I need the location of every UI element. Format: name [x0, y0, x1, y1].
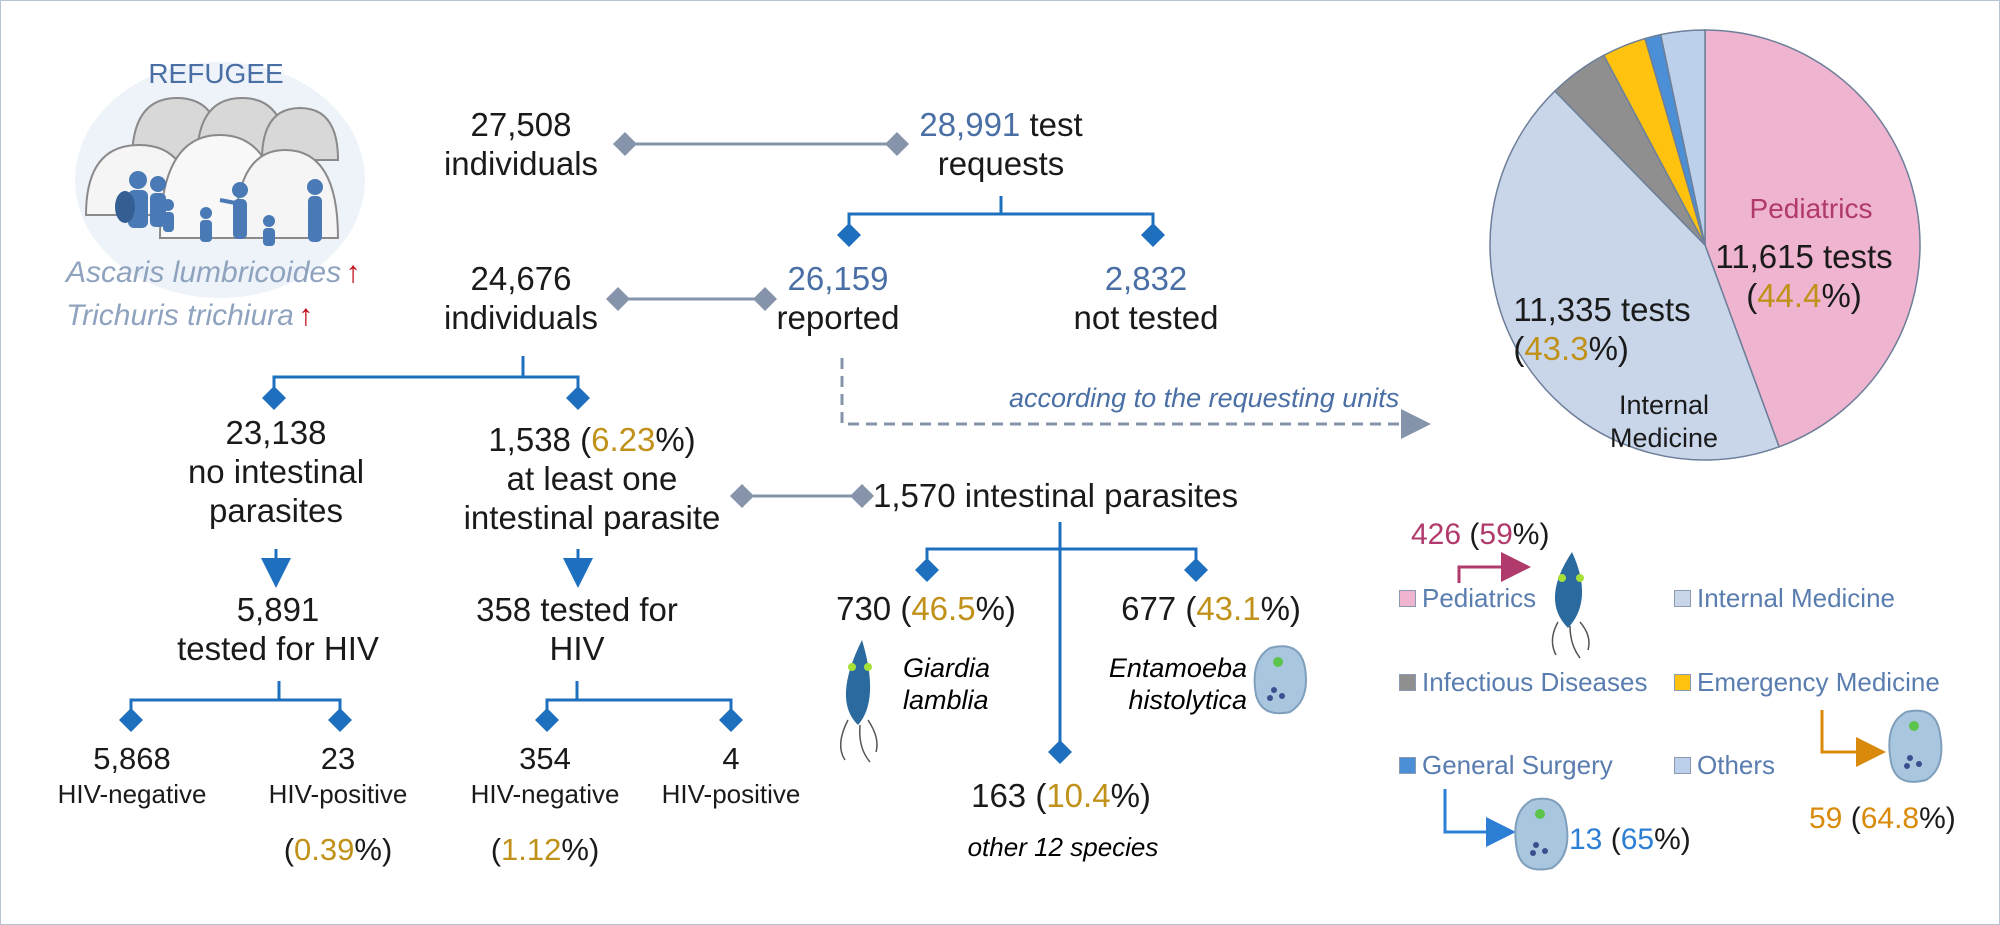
- up-arrow-icon: ↑: [345, 256, 361, 289]
- legend-swatch-emergency: [1674, 674, 1691, 691]
- legend-swatch-surgery: [1399, 757, 1416, 774]
- entamoeba-count: 677 (43.1%): [1121, 590, 1301, 627]
- legend-infectious-diseases: Infectious Diseases: [1422, 667, 1648, 697]
- hiv-tested-right: 358 tested for HIV: [476, 591, 678, 667]
- intestinal-parasites-total: 1,570 intestinal parasites: [873, 477, 1239, 514]
- legend-others: Others: [1697, 750, 1776, 780]
- pie-label-internal-tests: 11,335 tests (43.3%): [1513, 291, 1691, 367]
- hiv-positive-left-pct: (0.39%): [283, 832, 393, 867]
- arrow-pediatrics-callout: [1457, 552, 1531, 583]
- pie-slice-pediatrics: [1704, 29, 1921, 448]
- callout-pediatrics: 426 (59%): [1411, 518, 1550, 551]
- giardia-label: Giardia lamblia: [903, 653, 991, 715]
- hiv-positive-right: 4 HIV-positive: [661, 741, 801, 809]
- up-arrow-icon: ↑: [298, 299, 314, 332]
- arrow-surgery-callout: [1443, 789, 1516, 847]
- pie-slice-others: [1659, 29, 1706, 246]
- dashed-arrow-requesting-units: [840, 358, 1431, 439]
- entamoeba-surgery-image: [1514, 797, 1569, 871]
- callout-surgery: 13 (65%): [1569, 823, 1691, 856]
- branch-hiv-left: [119, 681, 352, 732]
- callout-emergency: 59 (64.8%): [1809, 802, 1956, 835]
- hiv-negative-left: 5,868 HIV-negative: [57, 741, 207, 809]
- reported-tests: 26,159 reported: [776, 260, 900, 336]
- branch-intestinal: [915, 522, 1208, 764]
- arrow-emergency-callout: [1820, 710, 1886, 767]
- hiv-negative-right: 354 HIV-negative: [470, 741, 620, 809]
- other-species-label: other 12 species: [967, 832, 1159, 862]
- other-species-count: 163 (10.4%): [971, 777, 1151, 814]
- species-trichuris: Trichuris trichiura ↑: [66, 299, 314, 332]
- legend-internal-medicine: Internal Medicine: [1697, 583, 1895, 613]
- pie-chart: [1489, 29, 1921, 461]
- pie-label-pediatrics-tests: 11,615 tests (44.4%): [1715, 238, 1893, 314]
- entamoeba-histolytica-image: [1253, 645, 1307, 715]
- legend-emergency-medicine: Emergency Medicine: [1697, 667, 1940, 697]
- individuals-total: 27,508 individuals: [443, 106, 599, 182]
- hiv-tested-left: 5,891 tested for HIV: [177, 591, 379, 667]
- species-ascaris: Ascaris lumbricoides ↑: [66, 256, 361, 289]
- giardia-lamblia-image: [839, 640, 878, 763]
- pie-label-internal-medicine: Internal Medicine: [1609, 390, 1719, 453]
- hiv-negative-right-pct: (1.12%): [490, 832, 600, 867]
- at-least-one-parasite: 1,538 (6.23%) at least one intestinal pa…: [463, 421, 721, 536]
- branch-requests: [837, 196, 1165, 247]
- branch-hiv-right: [535, 681, 743, 732]
- pie-slice-internal-medicine: [1489, 90, 1781, 461]
- test-requests: 28,991 test requests: [919, 106, 1083, 182]
- no-intestinal-parasites: 23,138 no intestinal parasites: [187, 414, 365, 529]
- legend-swatch-infectious: [1399, 674, 1416, 691]
- legend-swatch-pediatrics: [1399, 590, 1416, 607]
- giardia-callout-image: [1551, 552, 1590, 659]
- requesting-units-label: according to the requesting units: [1009, 383, 1400, 413]
- legend-swatch-others: [1674, 757, 1691, 774]
- refugee-camp-illustration: [75, 62, 365, 298]
- pie-label-pediatrics: Pediatrics: [1749, 193, 1873, 224]
- legend-pediatrics: Pediatrics: [1422, 583, 1537, 613]
- individuals-reported: 24,676 individuals: [443, 260, 599, 336]
- legend-general-surgery: General Surgery: [1422, 750, 1613, 780]
- not-tested: 2,832 not tested: [1073, 260, 1219, 336]
- refugee-title: REFUGEE: [148, 58, 284, 89]
- legend-swatch-internal: [1674, 590, 1691, 607]
- hiv-positive-left: 23 HIV-positive: [268, 741, 408, 809]
- branch-individuals: [262, 356, 590, 410]
- entamoeba-label: Entamoeba histolytica: [1108, 653, 1247, 715]
- entamoeba-emergency-image: [1888, 709, 1943, 783]
- giardia-count: 730 (46.5%): [836, 590, 1016, 627]
